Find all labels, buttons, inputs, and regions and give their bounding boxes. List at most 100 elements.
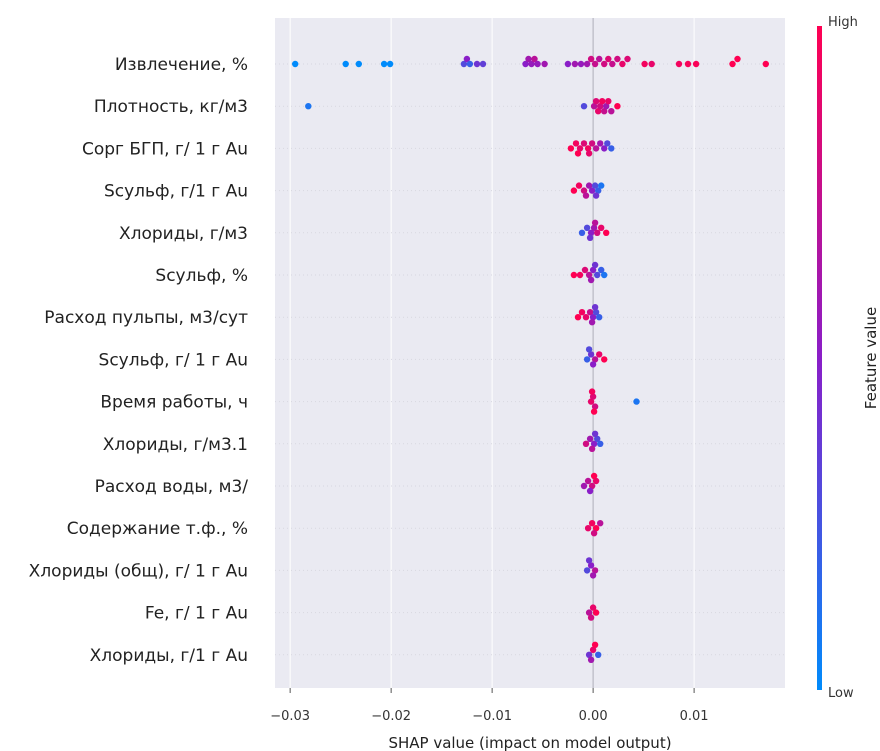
shap-point <box>580 103 588 110</box>
points-layer <box>292 55 769 663</box>
shap-point <box>473 60 481 68</box>
shap-point <box>594 229 601 236</box>
shap-point <box>582 192 590 199</box>
shap-point <box>541 60 548 68</box>
shap-point <box>614 103 621 110</box>
shap-point <box>580 140 588 147</box>
shap-point <box>604 140 611 147</box>
colorbar <box>817 26 822 690</box>
shap-point <box>595 187 602 194</box>
shap-point <box>587 614 595 621</box>
shap-point <box>585 271 593 279</box>
shap-point <box>588 482 596 490</box>
shap-point <box>588 140 596 147</box>
shap-point <box>597 440 604 447</box>
shap-point <box>601 145 608 152</box>
shap-point <box>567 145 575 152</box>
feature-label: Извлечение, % <box>115 55 248 75</box>
shap-point <box>595 651 602 658</box>
shap-point <box>531 55 538 63</box>
shap-point <box>592 309 600 316</box>
shap-point <box>577 60 585 68</box>
shap-point <box>592 145 600 152</box>
shap-point <box>589 646 597 653</box>
shap-point <box>588 520 596 527</box>
shap-point <box>592 525 600 532</box>
shap-point <box>528 60 535 68</box>
shap-point <box>585 651 593 658</box>
shap-point <box>578 229 586 236</box>
shap-point <box>584 525 592 532</box>
shap-point <box>603 229 610 236</box>
shap-point <box>591 403 599 410</box>
x-axis-label: SHAP value (impact on model output) <box>388 734 671 751</box>
shap-point <box>597 520 604 527</box>
shap-point <box>596 351 603 358</box>
shap-point <box>597 140 604 147</box>
shap-point <box>585 150 593 157</box>
colorbar-low-label: Low <box>828 686 854 701</box>
shap-point <box>648 60 655 68</box>
shap-point <box>587 229 595 236</box>
shap-point <box>590 440 598 447</box>
shap-point <box>380 60 388 68</box>
shap-point <box>590 472 598 480</box>
feature-label: Sсульф, г/ 1 г Au <box>99 350 248 370</box>
shap-point <box>692 60 700 68</box>
shap-point <box>591 60 599 68</box>
shap-point <box>583 224 591 231</box>
shap-point <box>591 430 599 437</box>
shap-point <box>583 60 591 68</box>
shap-point <box>587 656 595 663</box>
shap-point <box>582 440 590 447</box>
shap-point <box>591 219 599 226</box>
shap-point <box>466 60 474 68</box>
shap-point <box>601 108 608 115</box>
shap-point <box>590 103 598 110</box>
feature-label: Хлориды, г/м3 <box>119 224 248 244</box>
feature-label: Плотность, кг/м3 <box>94 97 248 117</box>
shap-point <box>588 187 596 194</box>
colorbar-title: Feature value <box>862 307 880 409</box>
shap-point <box>592 477 600 485</box>
shap-point <box>571 60 579 68</box>
shap-point <box>603 103 610 110</box>
shap-point <box>584 145 592 152</box>
x-tick-labels: −0.03 −0.02 −0.01 0.00 0.01 <box>270 688 709 724</box>
feature-label: Хлориды, г/м3.1 <box>103 435 248 455</box>
shap-point <box>596 314 603 321</box>
shap-point <box>591 304 599 311</box>
shap-point <box>583 567 591 574</box>
x-tick-label: −0.03 <box>270 709 310 724</box>
shap-point <box>463 55 471 63</box>
shap-point <box>762 60 769 68</box>
shap-point <box>589 266 597 274</box>
x-tick-label: −0.01 <box>472 709 512 724</box>
feature-label: Sсульф, г/1 г Au <box>104 182 248 202</box>
shap-point <box>596 55 603 63</box>
shap-point <box>587 398 595 405</box>
x-tick-label: 0.00 <box>579 709 608 724</box>
shap-point <box>575 182 583 189</box>
shap-point <box>595 108 602 115</box>
x-tick-label: 0.01 <box>680 709 709 724</box>
feature-label: Хлориды, г/1 г Au <box>90 646 248 666</box>
shap-point <box>342 60 349 68</box>
shap-point <box>592 192 600 199</box>
shap-point <box>570 271 578 279</box>
shap-point <box>588 445 596 452</box>
shap-point <box>578 309 586 316</box>
shap-point <box>601 60 608 68</box>
feature-label: Время работы, ч <box>100 393 248 413</box>
shap-point <box>576 271 584 279</box>
shap-point <box>589 572 597 579</box>
plot-area <box>275 18 785 688</box>
shap-point <box>590 530 598 537</box>
shap-point <box>584 477 592 485</box>
shap-point <box>598 182 605 189</box>
shap-point <box>586 309 594 316</box>
shap-point <box>594 435 601 442</box>
shap-point <box>525 55 532 63</box>
shap-point <box>624 55 631 63</box>
shap-point <box>675 60 683 68</box>
